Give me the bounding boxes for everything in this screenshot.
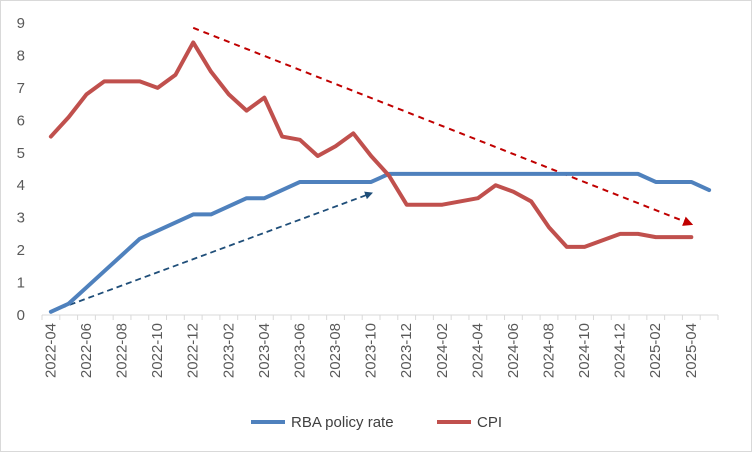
x-tick-label: 2023-06 (291, 323, 308, 378)
x-tick-label: 2022-08 (114, 323, 131, 378)
legend-label-rba-policy-rate: RBA policy rate (291, 414, 394, 431)
rate-uptrend-arrow (50, 191, 373, 313)
y-tick-label: 2 (17, 242, 25, 259)
x-tick-label: 2023-04 (256, 323, 273, 378)
x-tick-label: 2025-02 (647, 323, 664, 378)
x-tick-label: 2023-12 (398, 323, 415, 378)
y-tick-label: 7 (17, 80, 25, 97)
x-tick-label: 2023-10 (363, 323, 380, 378)
y-tick-label: 6 (17, 112, 25, 129)
x-tick-label: 2022-12 (185, 323, 202, 378)
series-line-rba-policy-rate (48, 171, 712, 314)
x-tick-label: 2022-06 (78, 323, 95, 378)
x-tick-label: 2025-04 (683, 323, 700, 378)
x-tick-label: 2022-10 (149, 323, 166, 378)
cpi-downtrend-arrow (192, 26, 694, 226)
x-tick-label: 2023-02 (220, 323, 237, 378)
series-line-cpi (48, 40, 694, 249)
x-tick-label: 2024-04 (469, 323, 486, 378)
y-tick-label: 4 (17, 177, 25, 194)
y-tick-label: 3 (17, 210, 25, 227)
y-tick-label: 9 (17, 15, 25, 32)
y-tick-label: 0 (17, 307, 25, 324)
x-tick-label: 2024-06 (505, 323, 522, 378)
x-tick-label: 2023-08 (327, 323, 344, 378)
x-tick-label: 2022-04 (42, 323, 59, 378)
x-tick-label: 2024-10 (576, 323, 593, 378)
legend-label-cpi: CPI (477, 414, 502, 431)
x-tick-label: 2024-08 (541, 323, 558, 378)
x-tick-label: 2024-12 (612, 323, 629, 378)
y-tick-label: 8 (17, 47, 25, 64)
y-tick-label: 1 (17, 275, 25, 292)
x-tick-label: 2024-02 (434, 323, 451, 378)
y-tick-label: 5 (17, 145, 25, 162)
